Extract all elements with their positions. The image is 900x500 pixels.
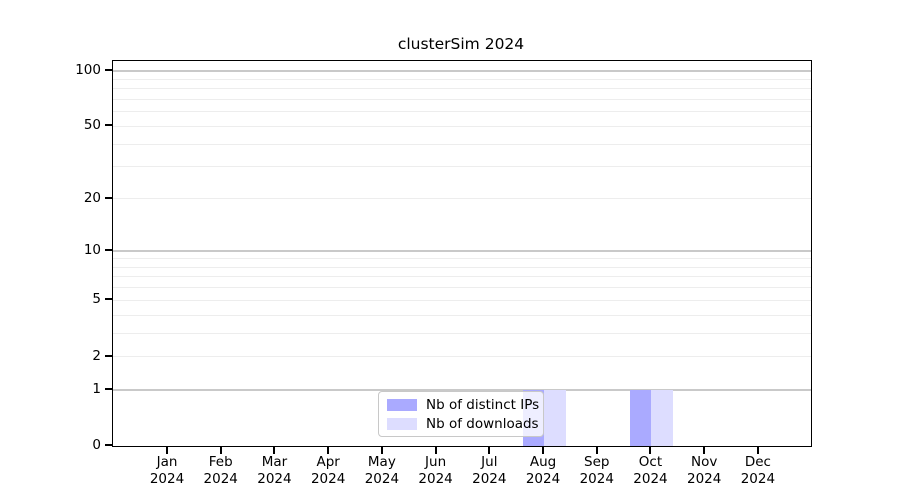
downloads-swatch-icon xyxy=(387,417,417,430)
y-axis-tick xyxy=(105,444,112,446)
gridline-minor xyxy=(113,143,811,145)
x-axis-tick-label: Oct 2024 xyxy=(633,454,668,487)
y-axis-tick-label: 100 xyxy=(75,61,101,78)
y-axis-tick-label: 2 xyxy=(92,347,101,364)
x-axis-tick xyxy=(595,447,598,454)
legend-label: Nb of distinct IPs xyxy=(426,396,540,413)
x-axis-tick xyxy=(488,447,491,454)
y-axis-tick xyxy=(105,298,112,301)
x-axis-tick xyxy=(756,447,759,454)
legend: Nb of distinct IPs Nb of downloads xyxy=(378,391,544,437)
bar-distinct-ips-oct xyxy=(629,389,652,446)
y-axis-tick-label: 10 xyxy=(83,242,101,259)
legend-item-downloads: Nb of downloads xyxy=(387,416,539,432)
gridline-minor xyxy=(113,166,811,168)
gridline-major xyxy=(113,69,811,72)
x-axis-tick-label: Feb 2024 xyxy=(203,454,238,487)
x-axis-tick xyxy=(166,447,168,454)
gridline-minor xyxy=(113,78,811,80)
plot-area xyxy=(112,60,812,447)
x-axis-tick xyxy=(219,447,222,454)
legend-label: Nb of downloads xyxy=(426,415,539,432)
chart-title: clusterSim 2024 xyxy=(397,35,525,53)
bar-downloads-oct xyxy=(651,389,673,446)
gridline-tick xyxy=(113,125,811,127)
x-axis-tick-label: Jun 2024 xyxy=(418,454,453,487)
x-axis-tick xyxy=(542,447,545,454)
gridline-minor xyxy=(113,332,811,334)
gridline-major xyxy=(113,388,811,391)
gridline-minor xyxy=(113,88,811,90)
x-axis-tick-label: Jul 2024 xyxy=(472,454,507,487)
y-axis-tick-label: 0 xyxy=(92,437,101,453)
gridline-tick xyxy=(113,299,811,301)
y-axis-tick xyxy=(105,196,112,199)
gridline-minor xyxy=(113,98,811,100)
y-axis-tick xyxy=(105,249,112,252)
y-axis-tick-label: 1 xyxy=(92,380,101,397)
y-axis-tick xyxy=(105,68,112,71)
x-axis-tick xyxy=(327,447,330,454)
x-axis-tick-label: May 2024 xyxy=(364,454,400,487)
y-axis-tick xyxy=(105,387,112,390)
gridline-tick xyxy=(113,198,811,199)
x-axis-tick-label: Jan 2024 xyxy=(149,454,185,487)
x-axis-tick xyxy=(703,447,706,454)
gridline-tick xyxy=(113,356,811,358)
x-axis-tick-label: Nov 2024 xyxy=(687,454,722,487)
x-axis-tick-label: Aug 2024 xyxy=(525,454,561,487)
legend-item-distinct-ips: Nb of distinct IPs xyxy=(387,397,539,413)
gridline-minor xyxy=(113,258,811,260)
x-axis-tick xyxy=(380,447,383,454)
y-axis-tick-label: 20 xyxy=(83,189,101,206)
x-axis-tick xyxy=(649,447,652,454)
y-axis-tick xyxy=(105,124,112,127)
gridline-minor xyxy=(113,314,811,316)
bar-downloads-aug xyxy=(544,389,566,446)
gridline-minor xyxy=(113,111,811,113)
x-axis-tick-label: Apr 2024 xyxy=(310,454,346,487)
gridline-major xyxy=(113,250,811,253)
gridline-minor xyxy=(113,276,811,278)
distinct-ips-swatch-icon xyxy=(387,398,417,411)
gridline-minor xyxy=(113,287,811,289)
x-axis-tick xyxy=(434,447,437,454)
y-axis-tick-label: 5 xyxy=(92,291,101,308)
y-axis-tick xyxy=(105,354,112,357)
gridline-minor xyxy=(113,266,811,268)
x-axis-tick-label: Sep 2024 xyxy=(579,454,614,487)
x-axis-tick xyxy=(273,447,276,454)
x-axis-tick-label: Dec 2024 xyxy=(740,454,776,487)
y-axis-tick-label: 50 xyxy=(83,117,101,134)
x-axis-tick-label: Mar 2024 xyxy=(257,454,292,487)
